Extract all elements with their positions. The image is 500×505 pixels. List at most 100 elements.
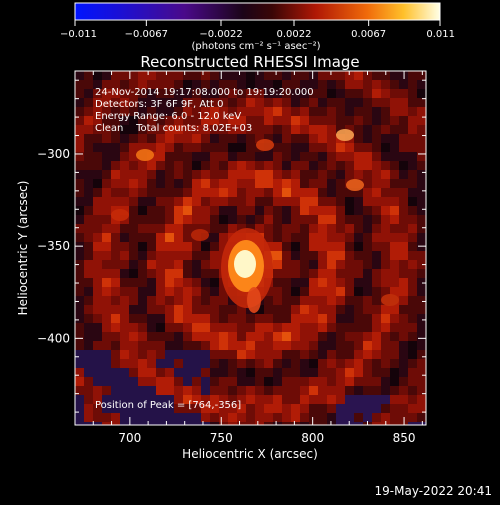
heatmap-cell — [264, 395, 273, 404]
heatmap-cell — [408, 224, 417, 233]
heatmap-cell — [273, 323, 282, 332]
heatmap-cell — [93, 188, 102, 197]
heatmap-cell — [183, 116, 192, 125]
heatmap-cell — [291, 80, 300, 89]
heatmap-cell — [300, 125, 309, 134]
heatmap-cell — [183, 377, 192, 386]
heatmap-cell — [111, 197, 120, 206]
heatmap-cell — [282, 422, 291, 425]
heatmap-cell — [75, 233, 84, 242]
heatmap-cell — [318, 269, 327, 278]
heatmap-cell — [192, 287, 201, 296]
heatmap-cell — [84, 89, 93, 98]
heatmap-cell — [318, 242, 327, 251]
heatmap-cell — [273, 422, 282, 425]
heatmap-cell — [84, 116, 93, 125]
heatmap-cell — [174, 332, 183, 341]
heatmap-cell — [354, 134, 363, 143]
heatmap-cell — [345, 395, 354, 404]
heatmap-cell — [75, 413, 84, 422]
heatmap-cell — [237, 332, 246, 341]
heatmap-cell — [264, 224, 273, 233]
heatmap-cell — [282, 116, 291, 125]
heatmap-cell — [183, 395, 192, 404]
heatmap-cell — [165, 71, 174, 80]
heatmap-cell — [93, 341, 102, 350]
heatmap-cell — [381, 134, 390, 143]
heatmap-cell — [300, 143, 309, 152]
heatmap-cell — [129, 71, 138, 80]
heatmap-cell — [174, 107, 183, 116]
heatmap-cell — [255, 422, 264, 425]
heatmap-cell — [354, 143, 363, 152]
heatmap-cell — [273, 161, 282, 170]
heatmap-cell — [354, 368, 363, 377]
heatmap-cell — [273, 98, 282, 107]
heatmap-cell — [111, 269, 120, 278]
heatmap-cell — [201, 413, 210, 422]
heatmap-cell — [372, 395, 381, 404]
heatmap-cell — [219, 125, 228, 134]
heatmap-cell — [408, 179, 417, 188]
heatmap-cell — [138, 107, 147, 116]
heatmap-cell — [120, 152, 129, 161]
heatmap-cell — [327, 269, 336, 278]
heatmap-cell — [183, 188, 192, 197]
heatmap-cell — [408, 404, 417, 413]
heatmap-cell — [255, 359, 264, 368]
heatmap-cell — [345, 287, 354, 296]
heatmap-cell — [309, 287, 318, 296]
heatmap-cell — [372, 251, 381, 260]
heatmap-cell — [201, 269, 210, 278]
heatmap-cell — [129, 206, 138, 215]
heatmap-cell — [282, 170, 291, 179]
heatmap-cell — [210, 251, 219, 260]
heatmap-cell — [282, 368, 291, 377]
heatmap-cell — [156, 107, 165, 116]
y-tick-label: −400 — [37, 331, 70, 345]
heatmap-cell — [345, 377, 354, 386]
heatmap-cell — [372, 332, 381, 341]
heatmap-cell — [246, 80, 255, 89]
heatmap-cell — [372, 143, 381, 152]
heatmap-cell — [363, 80, 372, 89]
heatmap-cell — [165, 215, 174, 224]
heatmap-cell — [201, 71, 210, 80]
heatmap-cell — [93, 260, 102, 269]
heatmap-cell — [408, 125, 417, 134]
heatmap-cell — [309, 188, 318, 197]
heatmap-cell — [264, 107, 273, 116]
heatmap-cell — [183, 332, 192, 341]
heatmap-cell — [228, 377, 237, 386]
heatmap-cell — [273, 143, 282, 152]
heatmap-cell — [372, 89, 381, 98]
heatmap-cell — [192, 305, 201, 314]
heatmap-cell — [210, 413, 219, 422]
heatmap-cell — [228, 224, 237, 233]
heatmap-cell — [75, 224, 84, 233]
heatmap-cell — [255, 188, 264, 197]
heatmap-cell — [129, 260, 138, 269]
heatmap-cell — [147, 215, 156, 224]
heatmap-cell — [327, 161, 336, 170]
heatmap-cell — [291, 404, 300, 413]
heatmap-cell — [93, 404, 102, 413]
heatmap-cell — [102, 233, 111, 242]
heatmap-cell — [282, 314, 291, 323]
heatmap-cell — [183, 242, 192, 251]
heatmap-cell — [120, 260, 129, 269]
heatmap-cell — [273, 215, 282, 224]
heatmap-cell — [300, 386, 309, 395]
heatmap-cell — [417, 224, 426, 233]
heatmap-cell — [417, 206, 426, 215]
heatmap-cell — [345, 188, 354, 197]
heatmap-cell — [120, 197, 129, 206]
heatmap-cell — [174, 152, 183, 161]
heatmap-cell — [363, 134, 372, 143]
heatmap-cell — [282, 161, 291, 170]
heatmap-cell — [417, 305, 426, 314]
heatmap-cell — [165, 422, 174, 425]
heatmap-cell — [75, 215, 84, 224]
heatmap-cell — [192, 224, 201, 233]
heatmap-cell — [102, 71, 111, 80]
